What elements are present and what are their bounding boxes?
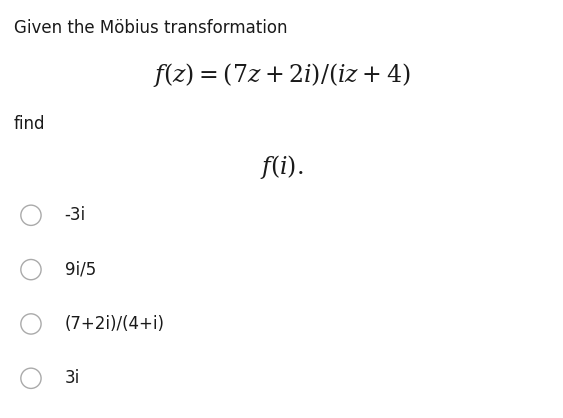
Text: -3i: -3i [65, 206, 86, 224]
Text: 3i: 3i [65, 369, 80, 387]
Text: (7+2i)/(4+i): (7+2i)/(4+i) [65, 315, 165, 333]
Text: 9i/5: 9i/5 [65, 260, 96, 279]
Text: find: find [14, 115, 46, 133]
Text: $f(i).$: $f(i).$ [260, 153, 303, 181]
Text: Given the Möbius transformation: Given the Möbius transformation [14, 19, 288, 37]
Text: $f(z) = (7z + 2i)/(iz + 4)$: $f(z) = (7z + 2i)/(iz + 4)$ [153, 61, 410, 89]
